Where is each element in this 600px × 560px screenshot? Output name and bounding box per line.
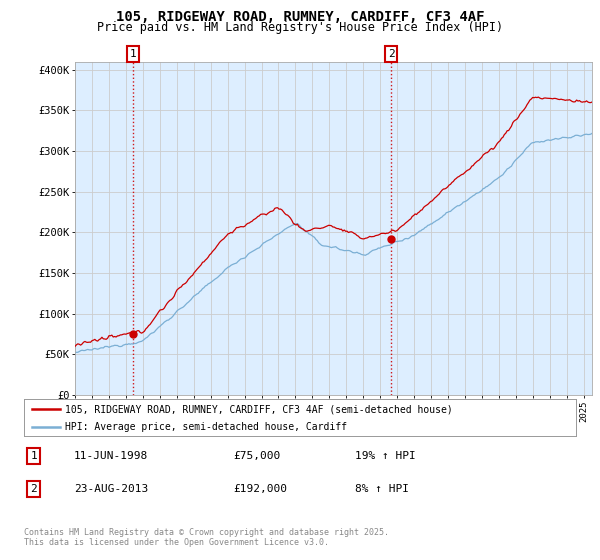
Text: £192,000: £192,000 — [234, 484, 288, 494]
Text: 1: 1 — [31, 451, 37, 461]
Text: 105, RIDGEWAY ROAD, RUMNEY, CARDIFF, CF3 4AF: 105, RIDGEWAY ROAD, RUMNEY, CARDIFF, CF3… — [116, 10, 484, 24]
Text: 105, RIDGEWAY ROAD, RUMNEY, CARDIFF, CF3 4AF (semi-detached house): 105, RIDGEWAY ROAD, RUMNEY, CARDIFF, CF3… — [65, 404, 453, 414]
Text: HPI: Average price, semi-detached house, Cardiff: HPI: Average price, semi-detached house,… — [65, 422, 347, 432]
Text: £75,000: £75,000 — [234, 451, 281, 461]
Text: 2: 2 — [388, 49, 394, 59]
Text: 2: 2 — [31, 484, 37, 494]
Text: 8% ↑ HPI: 8% ↑ HPI — [355, 484, 409, 494]
Text: 23-AUG-2013: 23-AUG-2013 — [74, 484, 148, 494]
Text: 1: 1 — [130, 49, 137, 59]
Text: 11-JUN-1998: 11-JUN-1998 — [74, 451, 148, 461]
Text: 19% ↑ HPI: 19% ↑ HPI — [355, 451, 416, 461]
Text: Contains HM Land Registry data © Crown copyright and database right 2025.
This d: Contains HM Land Registry data © Crown c… — [24, 528, 389, 547]
Text: Price paid vs. HM Land Registry's House Price Index (HPI): Price paid vs. HM Land Registry's House … — [97, 21, 503, 34]
